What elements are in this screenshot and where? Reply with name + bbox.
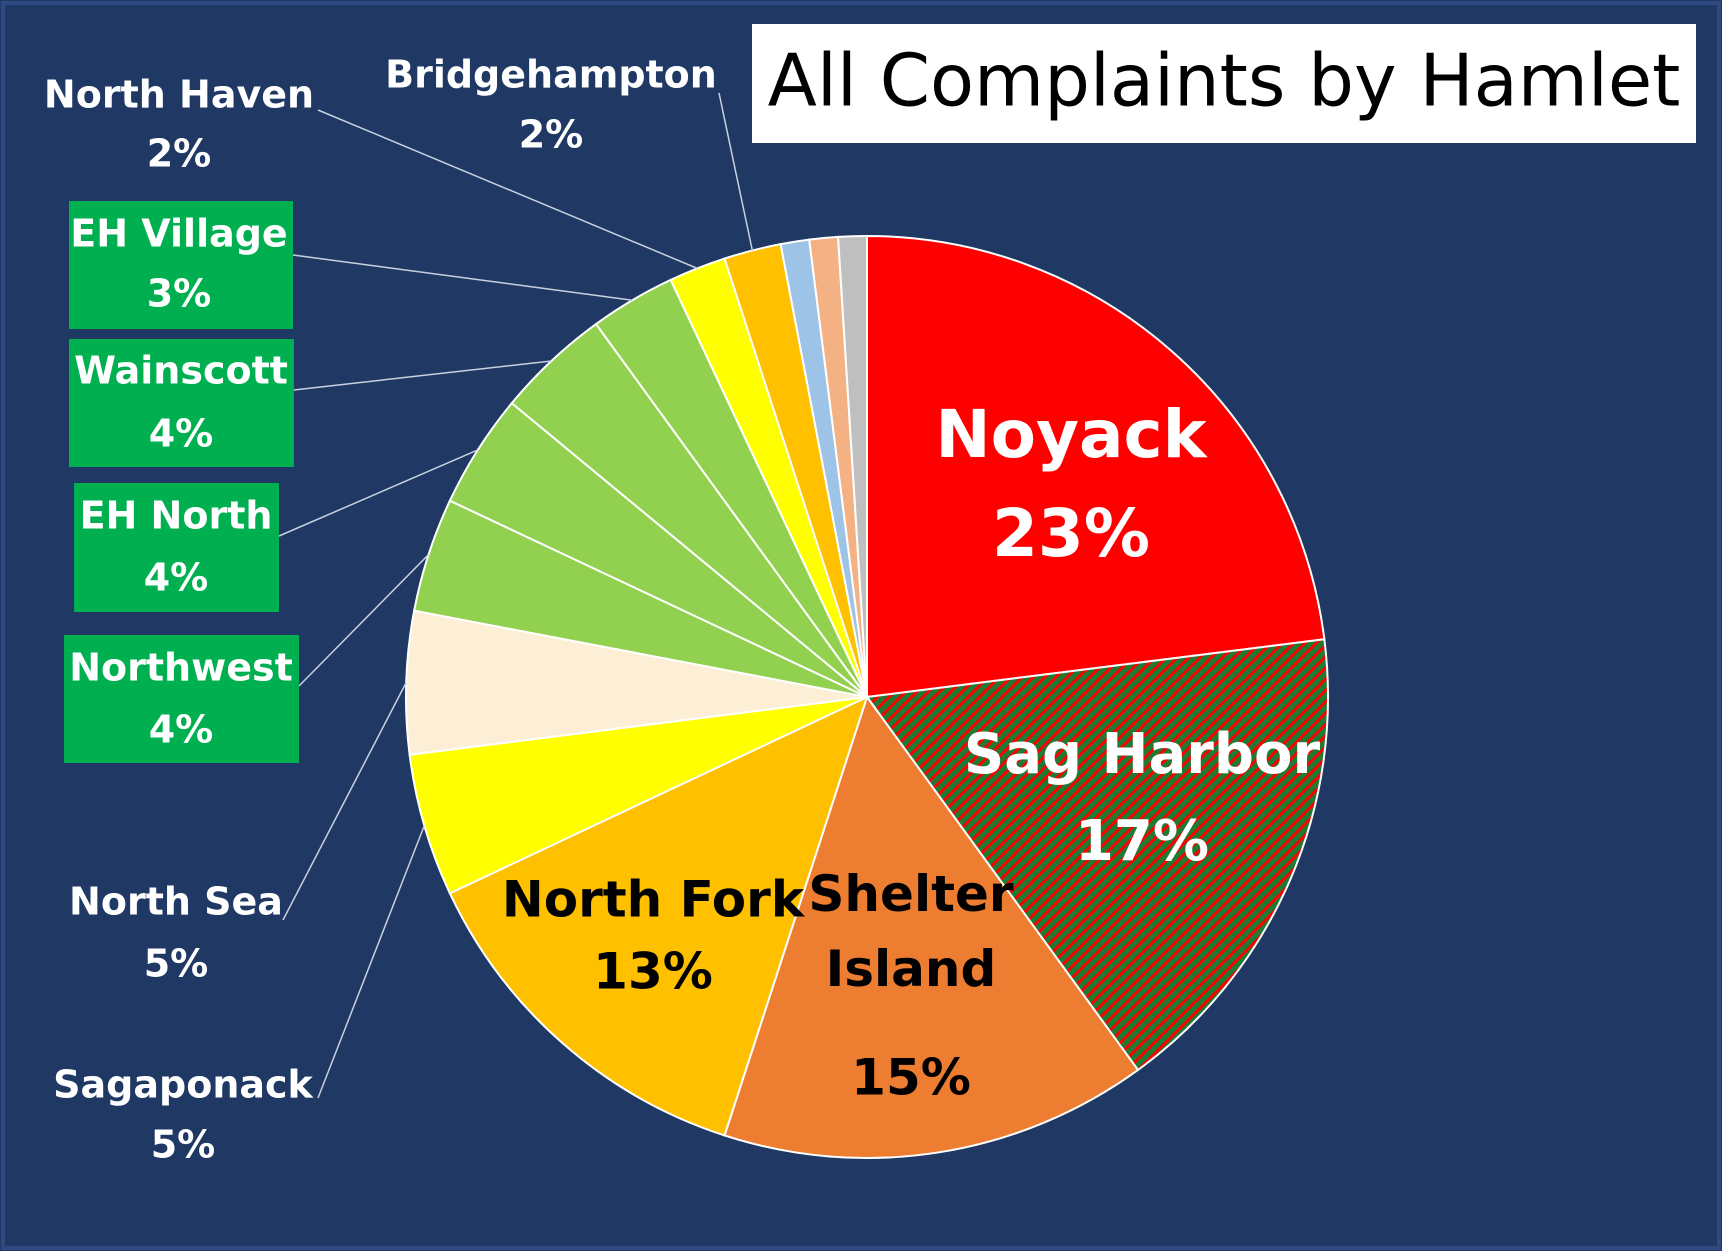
leader-line — [317, 109, 698, 270]
pie-slice — [448, 695, 869, 1137]
data-label-name: Noyack — [935, 396, 1208, 473]
leader-line — [278, 449, 479, 537]
data-label-name: Shelter Island — [808, 865, 1013, 998]
label-box — [74, 483, 279, 612]
data-label-name: Bridgehampton — [385, 53, 717, 97]
title-box — [752, 24, 1696, 143]
pie-slice — [408, 696, 868, 895]
pie — [405, 234, 1329, 1159]
data-label-name: EH Village — [70, 212, 287, 256]
leader-line — [282, 682, 407, 921]
leader-line — [317, 825, 426, 1099]
leader-line — [293, 360, 552, 391]
data-label-value: 5% — [144, 942, 209, 986]
data-label-name: Wainscott — [74, 349, 288, 393]
data-label-name: Sagaponack — [53, 1063, 313, 1107]
pie-slice — [865, 638, 1329, 1072]
data-label-name: EH North — [80, 494, 273, 538]
labels: Noyack 23% Sag Harbor 17% Shelter Island 15% No… — [44, 53, 1321, 1167]
data-label-value: 4% — [149, 412, 214, 456]
data-label-value: 4% — [149, 708, 214, 752]
data-label-value: 4% — [144, 556, 209, 600]
label-box — [69, 201, 293, 329]
chart-title: All Complaints by Hamlet — [768, 39, 1681, 123]
pie-slice — [405, 609, 868, 756]
label-box — [69, 339, 294, 467]
data-label-value: 23% — [992, 495, 1150, 572]
label-box — [64, 635, 299, 763]
data-label-name: North Fork — [502, 871, 806, 929]
data-label-value: 17% — [1075, 809, 1209, 874]
leader-line — [292, 254, 633, 301]
data-label-value: 3% — [147, 272, 212, 316]
data-label-name: Sag Harbor — [964, 722, 1321, 787]
data-label-value: 5% — [151, 1123, 216, 1167]
data-label-value: 2% — [147, 132, 212, 176]
data-label-name: Northwest — [69, 646, 293, 690]
leader-line — [298, 554, 430, 687]
leader-line — [718, 92, 754, 251]
data-label-value: 15% — [851, 1049, 971, 1107]
data-label-name: North Haven — [44, 73, 314, 117]
data-label-name: North Sea — [69, 880, 283, 924]
pie-slice — [866, 234, 1326, 699]
pie-slice — [836, 234, 868, 698]
data-label-value: 13% — [593, 943, 713, 1001]
data-label-value: 2% — [519, 113, 584, 157]
pie-slice — [723, 694, 1140, 1159]
